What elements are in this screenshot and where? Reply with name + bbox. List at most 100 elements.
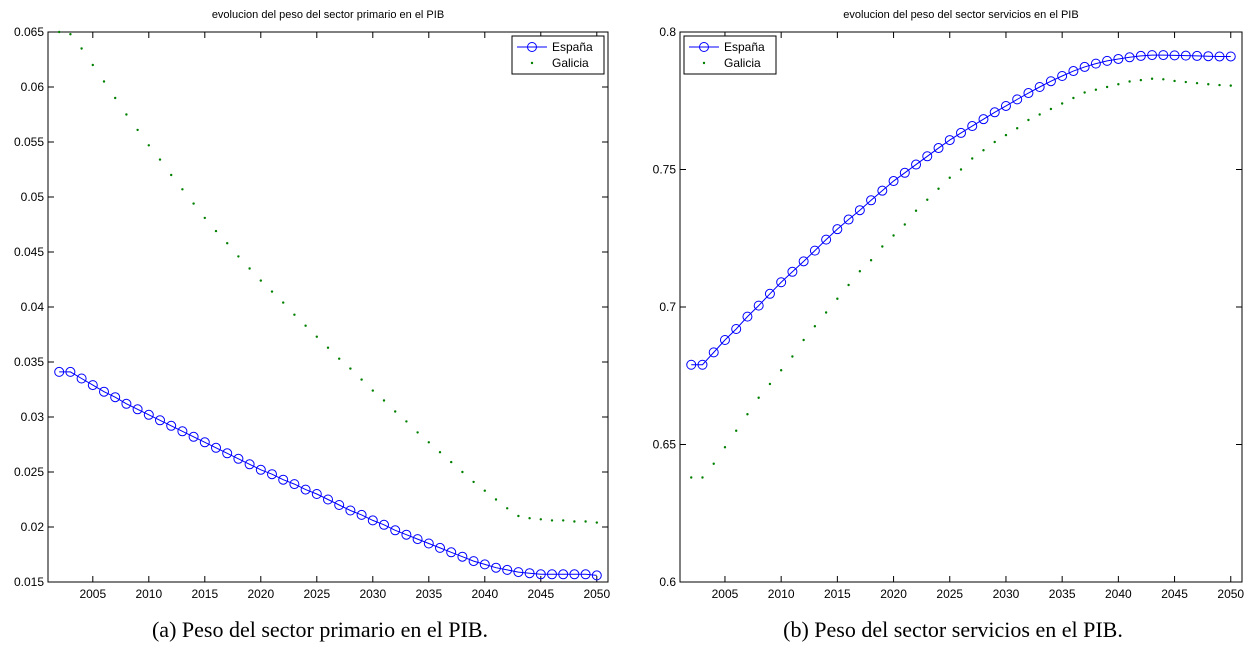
data-point	[345, 505, 356, 516]
data-point	[158, 158, 162, 161]
data-point	[701, 476, 704, 479]
data-point	[802, 338, 805, 342]
data-point	[809, 245, 820, 256]
x-tick-label: 2015	[191, 587, 218, 601]
data-point	[125, 113, 128, 116]
data-point	[712, 462, 715, 465]
data-point	[719, 335, 730, 345]
data-point	[472, 480, 475, 484]
data-point	[199, 437, 210, 448]
data-point	[1068, 66, 1079, 77]
data-point	[697, 359, 708, 370]
data-point	[412, 534, 423, 545]
data-point	[573, 520, 576, 523]
data-point	[267, 469, 277, 480]
data-point	[1113, 53, 1124, 64]
data-point	[787, 266, 798, 277]
data-point	[1214, 51, 1225, 62]
y-tick-label: 0.02	[21, 520, 45, 534]
data-point	[80, 47, 83, 50]
data-point	[843, 214, 854, 225]
data-point	[203, 216, 206, 220]
data-point	[427, 441, 430, 444]
data-point	[177, 426, 188, 437]
data-point	[1023, 88, 1034, 99]
data-point	[435, 542, 445, 553]
data-point	[1184, 80, 1188, 84]
data-point	[323, 494, 333, 505]
data-point	[192, 202, 195, 205]
data-point	[155, 415, 165, 426]
data-point	[394, 410, 397, 413]
data-point	[1225, 51, 1236, 62]
data-point	[753, 300, 764, 311]
data-point	[1049, 107, 1053, 111]
data-point	[69, 33, 72, 36]
data-point	[539, 518, 542, 521]
data-point	[580, 569, 591, 580]
data-point	[1150, 77, 1154, 80]
data-point	[491, 562, 501, 573]
data-point	[289, 479, 300, 490]
data-point	[91, 63, 95, 67]
data-point	[423, 538, 434, 549]
data-point	[776, 277, 787, 288]
data-point	[524, 568, 535, 579]
y-tick-label: 0.06	[21, 80, 45, 94]
data-point	[181, 188, 184, 191]
x-tick-label: 2035	[1049, 587, 1076, 601]
data-point	[967, 121, 978, 132]
data-point	[1102, 55, 1113, 66]
data-point	[535, 569, 546, 580]
data-point	[222, 448, 233, 459]
data-point	[483, 489, 486, 492]
data-point	[686, 359, 697, 370]
data-point	[690, 476, 693, 479]
data-point	[926, 198, 929, 201]
data-point	[517, 514, 520, 518]
data-point	[214, 229, 218, 233]
y-tick-label: 0.65	[653, 438, 677, 452]
data-point	[877, 185, 888, 196]
data-point	[479, 559, 490, 570]
data-point	[356, 509, 367, 520]
data-point	[136, 128, 139, 132]
data-point	[731, 324, 742, 334]
x-tick-label: 2040	[471, 587, 498, 601]
data-point	[821, 234, 832, 245]
data-point	[978, 114, 989, 125]
data-point	[248, 267, 251, 270]
y-tick-label: 0.015	[14, 575, 44, 589]
data-point	[259, 279, 262, 282]
data-point	[1105, 85, 1109, 89]
data-point	[244, 459, 255, 470]
x-tick-label: 2050	[583, 587, 610, 601]
data-point	[1045, 76, 1056, 87]
data-point	[338, 357, 341, 360]
x-tick-label: 2020	[247, 587, 274, 601]
data-point	[405, 420, 408, 423]
y-tick-label: 0.75	[653, 163, 677, 177]
data-point	[1229, 84, 1232, 87]
data-point	[858, 270, 862, 273]
data-point	[914, 209, 918, 212]
data-point	[1203, 51, 1214, 62]
data-point	[1060, 102, 1064, 105]
data-point	[143, 409, 154, 420]
data-point	[450, 460, 453, 464]
data-point	[1218, 83, 1221, 87]
subplot: evolucion del peso del sector primario e…	[14, 9, 611, 642]
legend-label: Galicia	[552, 56, 589, 70]
data-point	[746, 413, 749, 416]
data-point	[293, 313, 296, 316]
y-tick-label: 0.065	[14, 25, 44, 39]
legend-label: Galicia	[724, 56, 761, 70]
y-tick-label: 0.6	[659, 575, 676, 589]
data-point	[1117, 83, 1120, 86]
legend: España Galicia	[683, 35, 777, 75]
data-point	[211, 442, 221, 453]
data-point	[401, 529, 412, 540]
data-point	[334, 500, 345, 510]
y-tick-label: 0.045	[14, 245, 44, 259]
